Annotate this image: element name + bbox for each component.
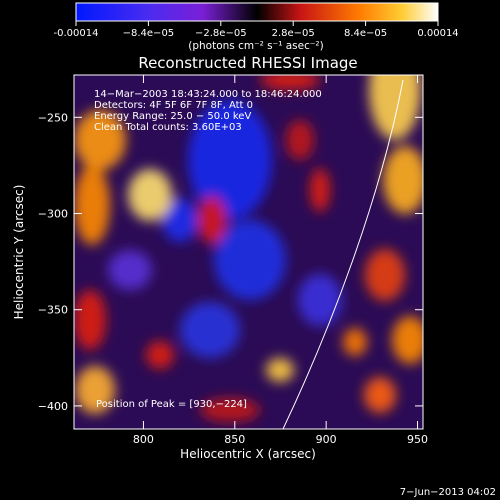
y-tick-label: −300: [38, 208, 68, 221]
x-tick-label: 950: [407, 433, 428, 446]
timestamp: 7−Jun−2013 04:02: [400, 487, 496, 498]
colorbar: [75, 2, 439, 22]
x-tick-label: 800: [133, 433, 154, 446]
colorbar-tick-label: 2.8e−05: [272, 28, 315, 39]
y-axis-label: Heliocentric Y (arcsec): [12, 185, 26, 320]
colorbar-units: (photons cm⁻² s⁻¹ asec⁻²): [188, 40, 323, 52]
colorbar-tick-label: 0.00014: [417, 28, 458, 39]
annotation-detectors: Detectors: 4F 5F 6F 7F 8F, Att 0: [94, 100, 253, 111]
solar-limb-line: [282, 79, 404, 429]
y-tick-label: −250: [38, 111, 68, 124]
annotation-counts: Clean Total counts: 3.60E+03: [94, 122, 242, 133]
plot-frame: [73, 74, 424, 430]
peak-position-label: Position of Peak = [930,−224]: [96, 399, 247, 410]
x-tick-label: 900: [316, 433, 337, 446]
x-tick-label: 850: [224, 433, 245, 446]
colorbar-tick-labels: -0.00014 −8.4e−05 −2.8e−05 2.8e−05 8.4e−05 0.…: [54, 28, 459, 39]
annotation-time: 14−Mar−2003 18:43:24.000 to 18:46:24.000: [94, 89, 322, 100]
chart-title: Reconstructed RHESSI Image: [138, 54, 357, 72]
y-tick-label: −400: [38, 400, 68, 413]
x-axis-label: Heliocentric X (arcsec): [180, 447, 316, 461]
colorbar-tick-label: −2.8e−05: [195, 28, 247, 39]
annotation-energy: Energy Range: 25.0 − 50.0 keV: [94, 111, 251, 122]
colorbar-tick-label: 8.4e−05: [344, 28, 387, 39]
y-tick-label: −350: [38, 304, 68, 317]
colorbar-ticks: [75, 21, 439, 26]
colorbar-tick-label: −8.4e−05: [123, 28, 175, 39]
heatmap-image: [74, 75, 423, 429]
y-axis-ticks: −250 −300 −350 −400: [38, 111, 423, 413]
colorbar-tick-label: -0.00014: [54, 28, 99, 39]
x-axis-ticks: 800 850 900 950: [133, 75, 428, 446]
